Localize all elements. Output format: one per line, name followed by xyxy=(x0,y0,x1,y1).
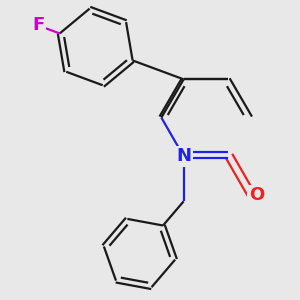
Text: N: N xyxy=(176,147,191,165)
Text: F: F xyxy=(32,16,44,34)
Text: O: O xyxy=(249,186,264,204)
